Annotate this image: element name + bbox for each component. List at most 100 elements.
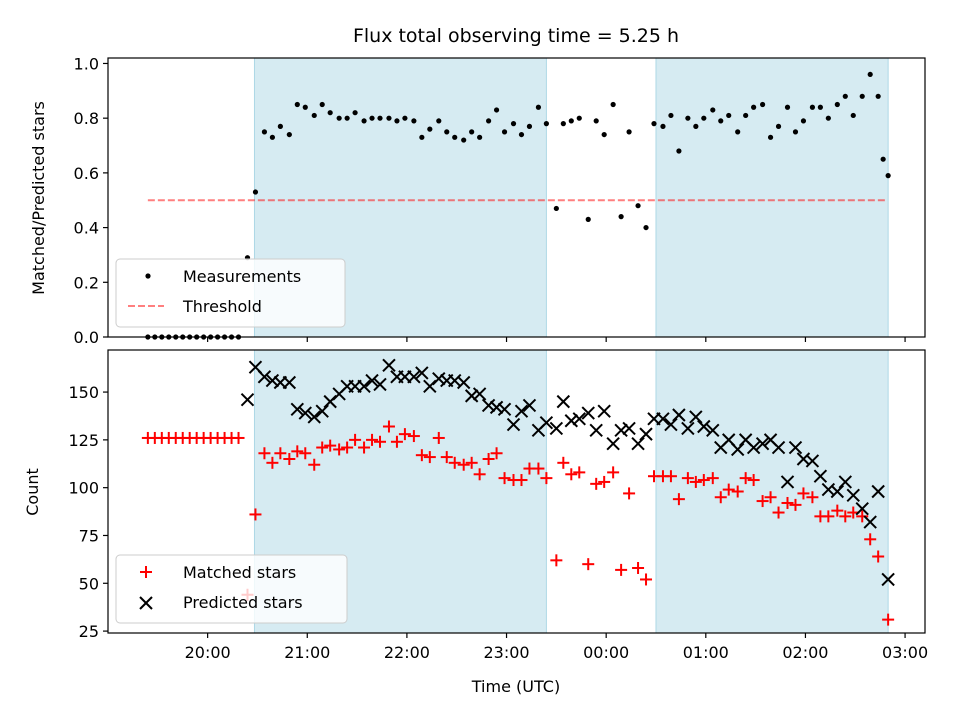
measurement-point <box>601 131 607 138</box>
measurement-point <box>792 129 799 135</box>
matched-star-point <box>681 472 694 485</box>
measurement-point <box>834 101 840 108</box>
predicted-star-point <box>813 469 828 483</box>
matched-star-point <box>358 441 371 454</box>
measurement-point <box>518 131 525 138</box>
measurement-point <box>751 104 757 110</box>
matched-star-point <box>598 475 611 488</box>
predicted-star-point <box>556 394 571 409</box>
predicted-star-point <box>514 404 529 418</box>
measurement-point <box>427 126 433 132</box>
measurement-point <box>436 118 442 124</box>
measurement-point <box>419 134 425 140</box>
matched-star-point <box>722 483 735 496</box>
top-y-tick-label: 0.6 <box>74 164 99 183</box>
matched-star-point <box>540 472 553 485</box>
predicted-star-point <box>489 400 504 415</box>
top-y-tick-label: 0.8 <box>74 109 99 128</box>
measurement-point <box>817 104 823 110</box>
measurement-point <box>618 214 624 220</box>
legend-measurements-marker <box>145 273 151 279</box>
matched-star-point <box>316 441 329 454</box>
bottom-y-ticks: 25 50 75 100 125 150 <box>68 383 108 641</box>
bottom-x-tick-label: 23:00 <box>483 643 529 662</box>
bottom-legend-frame <box>115 554 348 624</box>
matched-star-point <box>831 504 844 517</box>
predicted-star-point <box>257 370 272 384</box>
legend-predicted-label: Predicted stars <box>183 593 303 612</box>
measurement-point <box>668 112 674 119</box>
matched-star-point <box>482 452 495 465</box>
measurement-point <box>626 129 632 135</box>
matched-star-point <box>672 493 685 506</box>
measurement-point <box>880 156 886 162</box>
measurement-point <box>261 129 268 135</box>
matched-star-point <box>457 458 470 471</box>
measurement-point <box>660 123 666 129</box>
matched-star-point <box>465 456 478 469</box>
top-y-axis-label: Matched/Predicted stars <box>29 101 48 295</box>
bottom-x-ticks: 20:00 21:00 22:00 23:00 00:00 01:00 02:00 03:00 <box>185 633 928 662</box>
measurement-point <box>269 134 275 140</box>
predicted-star-point <box>755 436 770 451</box>
measurement-point <box>444 129 450 135</box>
predicted-star-point <box>373 377 387 392</box>
matched-star-points <box>141 420 895 626</box>
measurement-point <box>302 104 308 110</box>
measurement-point <box>369 115 375 121</box>
measurement-point <box>469 129 475 135</box>
measurement-point <box>493 107 500 113</box>
predicted-star-point <box>307 410 321 424</box>
predicted-star-point <box>432 371 446 386</box>
matched-star-point <box>258 447 271 460</box>
measurement-point <box>361 118 367 124</box>
matched-star-point <box>640 573 653 586</box>
predicted-star-point <box>780 475 795 489</box>
matched-star-point <box>532 462 545 475</box>
matched-star-point <box>473 468 486 481</box>
predicted-star-point <box>472 387 487 401</box>
predicted-star-point <box>706 423 720 438</box>
measurement-point <box>319 101 325 108</box>
predicted-star-point <box>631 436 645 451</box>
measurement-point <box>501 129 508 135</box>
top-x-ticks <box>207 337 906 342</box>
predicted-star-point <box>298 406 312 420</box>
measurement-point <box>486 118 492 124</box>
predicted-star-point <box>265 373 280 388</box>
matched-star-point <box>291 445 304 458</box>
measurement-point <box>402 115 408 121</box>
predicted-star-point <box>572 412 586 426</box>
measurement-point <box>560 121 566 127</box>
measurement-point <box>784 104 791 110</box>
matched-star-point <box>714 491 727 504</box>
matched-star-point <box>374 435 387 448</box>
measurement-point <box>576 115 582 121</box>
predicted-star-point <box>606 436 620 451</box>
top-y-tick-label: 0.2 <box>74 273 99 292</box>
measurement-point <box>394 118 400 124</box>
matched-star-point <box>283 452 296 465</box>
predicted-star-point <box>481 398 496 413</box>
matched-star-point <box>390 435 403 448</box>
matched-star-point <box>349 433 362 446</box>
matched-star-point <box>632 561 645 574</box>
measurement-point <box>885 173 891 179</box>
predicted-star-point <box>315 404 329 418</box>
matched-star-point <box>550 554 563 567</box>
predicted-star-point <box>506 417 521 432</box>
matched-star-point <box>266 456 279 469</box>
matched-star-point <box>739 472 752 485</box>
matched-star-point <box>565 468 578 481</box>
measurement-point <box>635 203 641 209</box>
matched-star-point <box>789 498 802 511</box>
measurement-point <box>643 224 649 231</box>
measurement-point <box>693 123 699 129</box>
measurement-point <box>510 121 517 127</box>
observing-window-2 <box>655 57 889 338</box>
measurement-point <box>593 118 599 124</box>
matched-star-point <box>366 433 379 446</box>
predicted-star-point <box>549 421 564 436</box>
matched-star-point <box>515 474 528 487</box>
predicted-star-point <box>522 398 537 413</box>
